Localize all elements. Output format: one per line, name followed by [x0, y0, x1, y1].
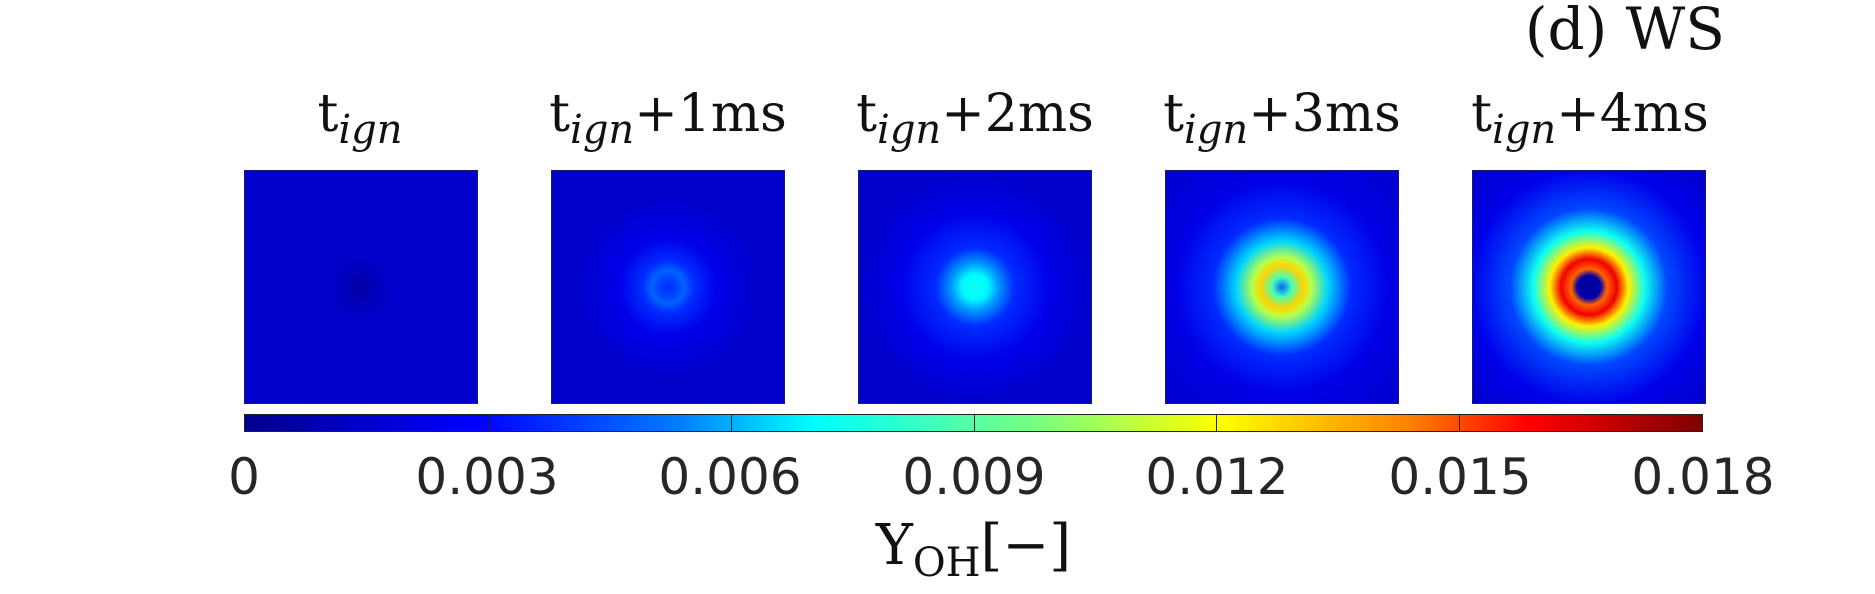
colorbar-tick-mark [730, 415, 732, 431]
frame-title-4: tign+4ms [1471, 84, 1709, 153]
oh-field-4 [1472, 170, 1706, 404]
oh-field-2 [858, 170, 1092, 404]
colorbar-tick-label-4: 0.012 [1145, 448, 1289, 506]
panel-label: (d) WS [1524, 0, 1725, 63]
frame-title-2: tign+2ms [856, 84, 1094, 153]
frame-title-3: tign+3ms [1163, 84, 1401, 153]
colorbar-tick-mark [487, 415, 489, 431]
colorbar-tick-label-3: 0.009 [902, 448, 1046, 506]
colorbar-tick-label-6: 0.018 [1631, 448, 1775, 506]
oh-field-3 [1165, 170, 1399, 404]
colorbar-tick-label-5: 0.015 [1388, 448, 1532, 506]
colorbar [244, 414, 1703, 432]
colorbar-tick-mark [1216, 415, 1218, 431]
oh-field-1 [551, 170, 785, 404]
oh-field-0 [244, 170, 478, 404]
colorbar-tick-label-1: 0.003 [415, 448, 559, 506]
frame-title-0: tign [317, 84, 403, 153]
colorbar-tick-label-2: 0.006 [658, 448, 802, 506]
frame-title-1: tign+1ms [549, 84, 787, 153]
colorbar-tick-mark [1459, 415, 1461, 431]
colorbar-title: YOH[−] [875, 513, 1072, 586]
colorbar-tick-label-0: 0 [228, 448, 260, 506]
colorbar-tick-mark [973, 415, 975, 431]
